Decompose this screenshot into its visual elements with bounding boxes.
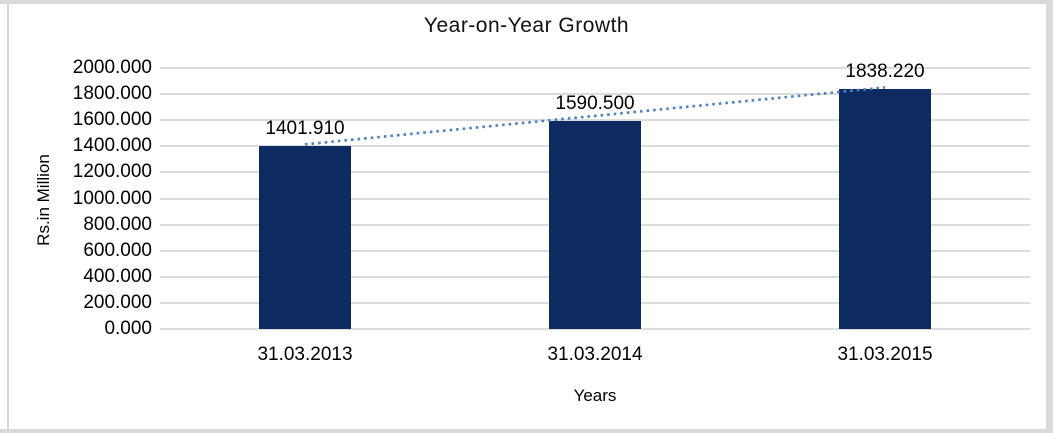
y-tick-label: 2000.000: [72, 57, 152, 78]
y-tick-label: 200.000: [83, 291, 152, 313]
y-tick-label: 1400.000: [72, 135, 152, 157]
x-tick-label: 31.03.2014: [547, 344, 643, 365]
frame-edge-right: [1046, 0, 1053, 433]
bar-value-label: 1838.220: [845, 61, 925, 83]
frame-edge-left: [7, 4, 9, 429]
y-tick-label: 1000.000: [72, 187, 152, 209]
chart-title: Year-on-Year Growth: [423, 14, 630, 37]
bar: [549, 121, 641, 329]
bar: [259, 146, 351, 329]
y-tick-label: 0.000: [104, 318, 152, 339]
gridline: [160, 67, 1030, 69]
y-tick-label: 600.000: [83, 239, 152, 261]
y-tick-label: 800.000: [83, 213, 152, 235]
y-tick-label: 400.000: [83, 265, 152, 287]
frame-edge-bottom: [0, 429, 1053, 433]
bar-value-label: 1401.910: [265, 118, 345, 140]
x-tick-label: 31.03.2013: [257, 344, 353, 365]
gridline: [160, 328, 1030, 330]
frame-edge-top: [0, 0, 1053, 4]
y-tick-label: 1200.000: [72, 161, 152, 183]
y-tick-label: 1600.000: [72, 109, 152, 131]
x-tick-label: 31.03.2015: [837, 344, 933, 365]
y-tick-label: 1800.000: [72, 83, 152, 105]
x-axis-title: Years: [573, 386, 617, 405]
bar: [839, 89, 931, 329]
bar-value-label: 1590.500: [555, 93, 635, 115]
